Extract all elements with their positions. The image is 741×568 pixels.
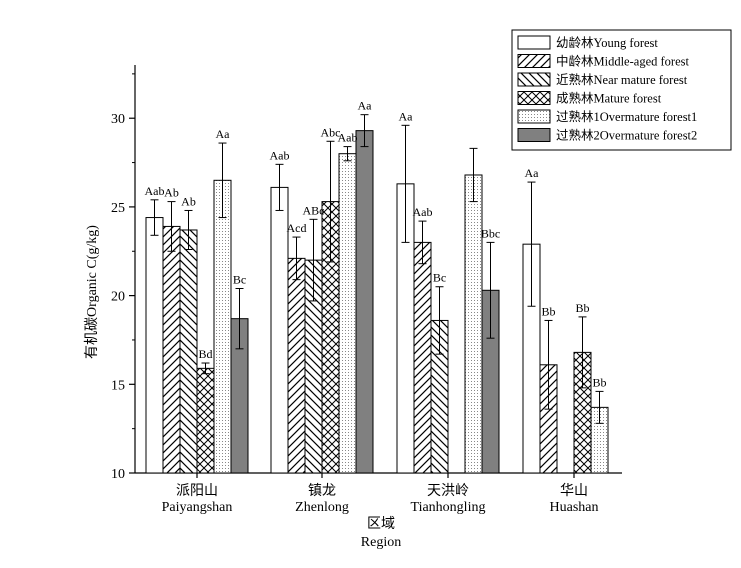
bar: [338, 153, 357, 474]
bar: [145, 217, 164, 474]
y-tick-label: 10: [111, 467, 125, 482]
bar: [464, 174, 483, 474]
x-category-label-en: Tianhongling: [411, 500, 486, 515]
x-category-label-en: Paiyangshan: [162, 500, 233, 515]
legend-swatch: [517, 109, 551, 124]
bar: [179, 229, 198, 474]
bars: [145, 130, 609, 474]
significance-label: Aa: [216, 127, 231, 141]
significance-label: Bc: [233, 273, 246, 287]
y-tick-label: 30: [111, 112, 125, 127]
significance-labels: Aab Aab Aa Aa Ab Acd Aab Bb Ab ABc Bc Bd Abc Bb Aa Aab B…: [145, 99, 607, 390]
bar: [162, 225, 181, 474]
bar: [196, 367, 215, 474]
legend-swatch: [517, 54, 551, 68]
significance-label: Abc: [321, 125, 341, 139]
significance-label: Bc: [433, 271, 446, 285]
legend-label: 幼龄林Young forest: [556, 36, 658, 50]
legend-swatch: [517, 128, 551, 142]
significance-label: Bb: [575, 301, 589, 315]
significance-label: Aa: [525, 166, 540, 180]
y-tick-label: 15: [111, 378, 125, 393]
significance-label: ABc: [303, 203, 325, 217]
significance-label: Ab: [181, 194, 196, 208]
bar: [287, 257, 306, 474]
legend-swatch: [517, 72, 551, 87]
significance-label: Aab: [270, 148, 290, 162]
x-category-label-en: Zhenlong: [295, 500, 349, 515]
y-tick-label: 20: [111, 290, 125, 305]
significance-label: Bd: [198, 347, 212, 361]
legend-swatch: [517, 91, 551, 105]
significance-label: Bb: [541, 304, 555, 318]
significance-label: Aab: [413, 205, 433, 219]
legend: 幼龄林Young forest 中龄林Middle-aged forest 近熟林N…: [511, 29, 732, 151]
legend-swatch: [517, 35, 551, 50]
legend-label: 中龄林Middle-aged forest: [556, 54, 689, 69]
bar: [413, 241, 432, 474]
significance-label: Aab: [145, 184, 165, 198]
x-category-label-cn: 派阳山: [176, 483, 218, 499]
significance-label: Bbc: [481, 226, 500, 240]
error-bars: [150, 114, 604, 424]
x-axis-title-en: Region: [361, 535, 401, 550]
bar: [270, 186, 289, 474]
x-category-label-cn: 天洪岭: [427, 483, 469, 499]
y-tick-label: 25: [111, 201, 125, 216]
legend-label: 成熟林Mature forest: [556, 91, 662, 106]
legend-label: 过熟林1Overmature forest1: [556, 109, 697, 124]
x-category-label-cn: 华山: [560, 483, 588, 499]
legend-label: 近熟林Near mature forest: [556, 72, 688, 87]
x-axis-title-cn: 区域: [367, 516, 395, 532]
significance-label: Acd: [287, 221, 307, 235]
bar: [213, 179, 232, 474]
legend-label: 过熟林2Overmature forest2: [556, 128, 697, 143]
significance-label: Aab: [338, 131, 358, 145]
significance-label: Aa: [399, 109, 414, 123]
bar: [355, 130, 374, 474]
significance-label: Aa: [358, 99, 373, 113]
x-category-label-cn: 镇龙: [308, 483, 336, 499]
x-category-label-en: Huashan: [550, 500, 599, 515]
significance-label: Ab: [164, 186, 179, 200]
y-axis-title: 有机碳Organic C(g/kg): [84, 225, 100, 359]
significance-label: Bb: [592, 375, 606, 389]
